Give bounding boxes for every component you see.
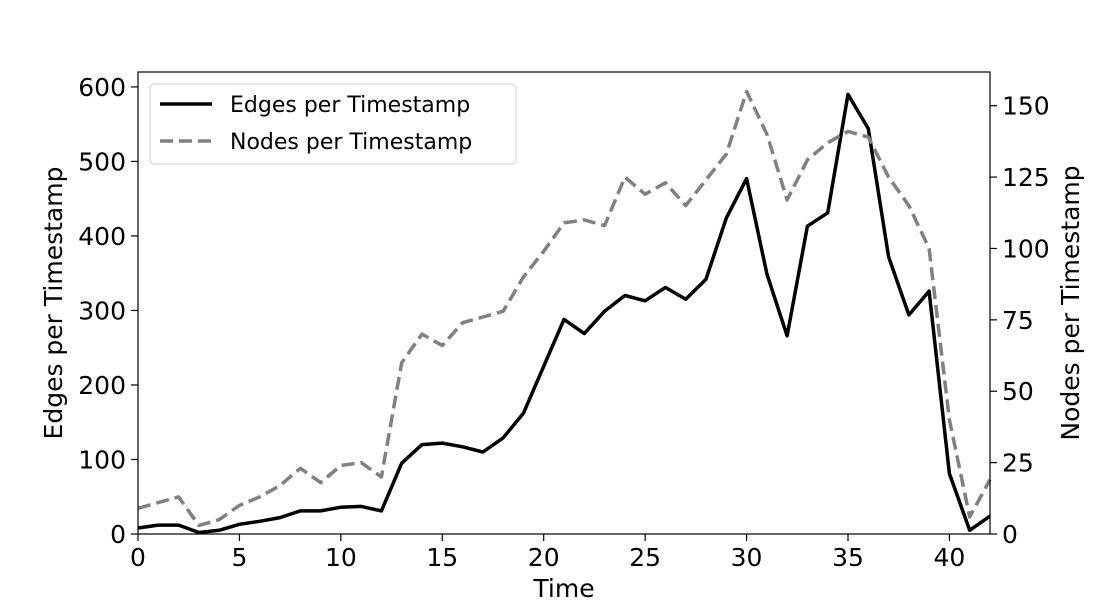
y-tick-label-left: 100 <box>78 445 126 474</box>
x-tick-label: 35 <box>832 543 864 572</box>
x-tick-label: 5 <box>231 543 247 572</box>
y-axis-label-left: Edges per Timestamp <box>39 167 68 440</box>
legend-box <box>149 83 517 165</box>
y-axis-right: 0 25 50 75 100 125 150 <box>990 92 1050 549</box>
legend: Edges per Timestamp Nodes per Timestamp <box>149 83 517 165</box>
x-tick-label: 20 <box>528 543 560 572</box>
y-tick-label-left: 300 <box>78 296 126 325</box>
x-tick-label: 40 <box>934 543 966 572</box>
y-axis-left: 0 100 200 300 400 500 600 <box>78 73 138 549</box>
y-tick-label-left: 0 <box>110 520 126 549</box>
y-tick-label-right: 50 <box>1002 377 1034 406</box>
y-tick-label-right: 0 <box>1002 520 1018 549</box>
x-tick-label: 0 <box>130 543 146 572</box>
legend-label-edges: Edges per Timestamp <box>230 93 470 118</box>
y-axis-label-right: Nodes per Timestamp <box>1056 165 1085 440</box>
y-tick-label-right: 150 <box>1002 92 1050 121</box>
x-tick-label: 15 <box>426 543 458 572</box>
x-tick-label: 10 <box>325 543 357 572</box>
y-tick-label-left: 500 <box>78 147 126 176</box>
x-tick-label: 30 <box>731 543 763 572</box>
x-axis-label: Time <box>532 574 594 600</box>
y-tick-label-right: 25 <box>1002 449 1034 478</box>
y-tick-label-left: 400 <box>78 222 126 251</box>
y-tick-label-left: 600 <box>78 73 126 102</box>
x-tick-label: 25 <box>629 543 661 572</box>
legend-label-nodes: Nodes per Timestamp <box>230 130 472 155</box>
x-axis: 0 5 10 15 20 25 30 35 40 <box>130 534 965 572</box>
y-tick-label-left: 200 <box>78 371 126 400</box>
series-lines <box>137 89 992 535</box>
y-tick-label-right: 125 <box>1002 163 1050 192</box>
plot-frame <box>137 71 991 535</box>
nodes-series-line <box>137 89 992 528</box>
edges-series-line <box>137 92 992 535</box>
y-tick-label-right: 100 <box>1002 234 1050 263</box>
y-tick-label-right: 75 <box>1002 306 1034 335</box>
